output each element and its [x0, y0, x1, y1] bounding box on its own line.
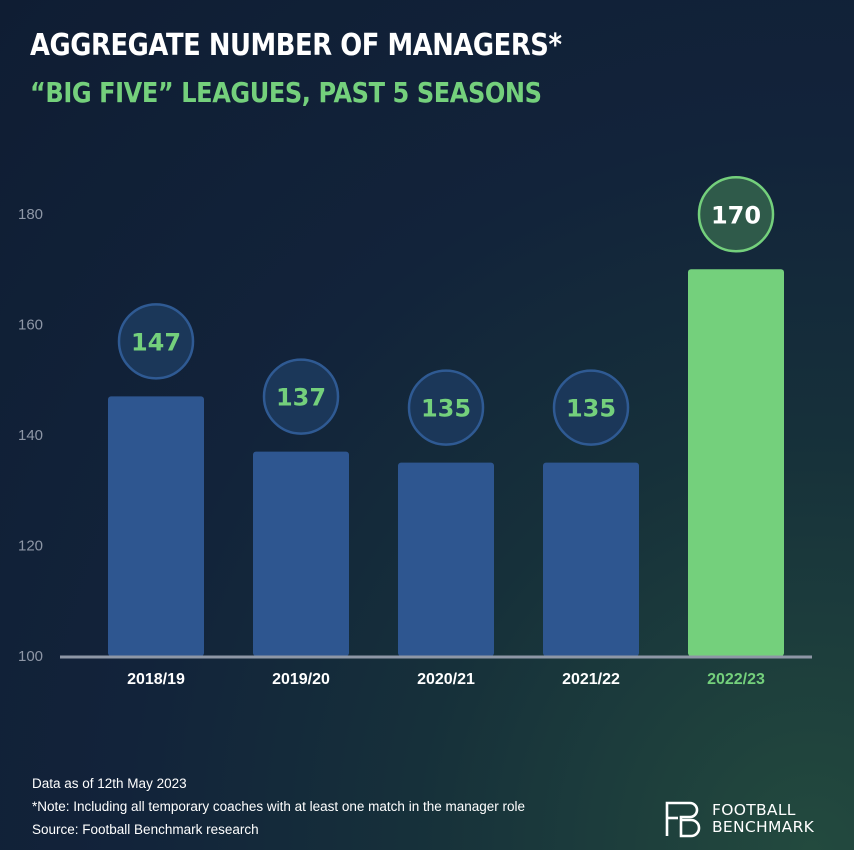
data-label: 135	[421, 395, 471, 423]
data-label-bubble	[262, 358, 340, 435]
data-label-bubble	[552, 369, 630, 446]
footnotes: Data as of 12th May 2023 *Note: Includin…	[32, 772, 525, 841]
x-tick-label: 2022/23	[707, 671, 765, 688]
bar	[688, 269, 784, 656]
data-label-bubble	[407, 369, 485, 446]
bar	[253, 451, 349, 656]
x-tick-label: 2021/22	[562, 671, 620, 688]
bar	[108, 396, 204, 656]
data-label: 170	[711, 201, 761, 229]
footnote-note: *Note: Including all temporary coaches w…	[32, 799, 526, 814]
y-tick-label: 180	[18, 206, 43, 223]
y-tick-label: 100	[18, 648, 43, 665]
x-tick-label: 2019/20	[272, 671, 330, 688]
data-label-bubble	[697, 176, 775, 253]
fb-monogram-icon	[665, 801, 701, 838]
data-label-bubble	[117, 303, 195, 380]
y-tick-label: 160	[18, 317, 43, 334]
bar	[398, 462, 494, 656]
data-label: 137	[276, 384, 326, 412]
x-tick-label: 2018/19	[127, 671, 185, 688]
data-label: 147	[131, 328, 181, 356]
x-tick-label: 2020/21	[417, 671, 475, 688]
y-tick-label: 120	[18, 538, 43, 555]
bar	[543, 462, 639, 656]
y-tick-label: 140	[18, 427, 43, 444]
chart-subtitle: “BIG FIVE” LEAGUES, PAST 5 SEASONS	[30, 76, 542, 109]
logo-line-2: BENCHMARK	[712, 818, 815, 836]
chart-title: AGGREGATE NUMBER OF MANAGERS*	[30, 28, 562, 63]
footnote-source: Source: Football Benchmark research	[32, 822, 259, 837]
football-benchmark-logo: FOOTBALL BENCHMARK	[664, 800, 814, 838]
footnote-data-date: Data as of 12th May 2023	[32, 776, 187, 791]
logo-line-1: FOOTBALL	[712, 801, 796, 819]
data-label: 135	[566, 395, 616, 423]
